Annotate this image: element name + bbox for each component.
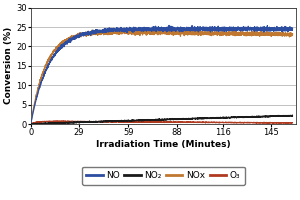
X-axis label: Irradiation Time (Minutes): Irradiation Time (Minutes) <box>96 140 231 149</box>
Y-axis label: Conversion (%): Conversion (%) <box>4 27 13 104</box>
Legend: NO, NO₂, NOx, O₃: NO, NO₂, NOx, O₃ <box>82 167 245 185</box>
